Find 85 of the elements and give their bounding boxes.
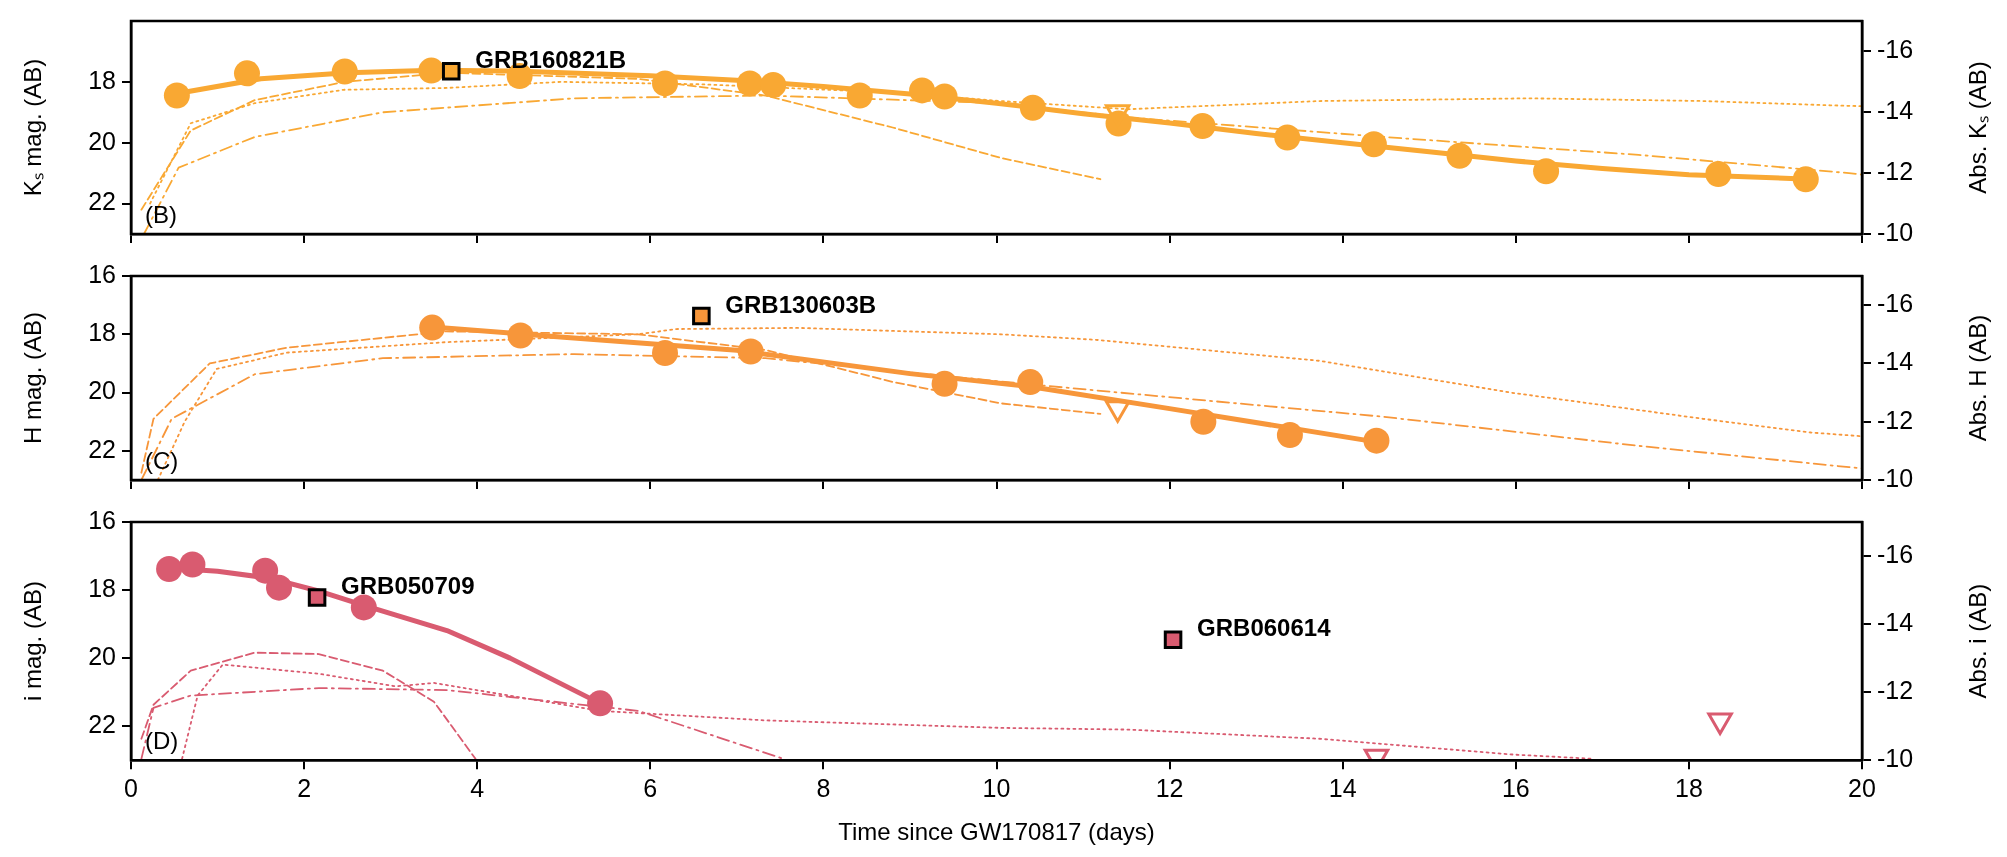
y2-tick-label: -14 bbox=[1877, 607, 1914, 636]
point bbox=[1190, 408, 1217, 435]
y-tick-label: 20 bbox=[88, 126, 116, 155]
y2-tick-label: -10 bbox=[1877, 217, 1914, 246]
point bbox=[156, 555, 183, 582]
x-tick-label: 14 bbox=[1328, 774, 1357, 803]
annotation: GRB060614 bbox=[1197, 614, 1332, 642]
x-tick-label: 6 bbox=[643, 774, 658, 803]
point bbox=[1533, 158, 1560, 185]
point bbox=[266, 574, 292, 601]
annotation: GRB050709 bbox=[341, 572, 475, 600]
x-tick-label: 2 bbox=[297, 774, 312, 803]
x-tick-label: 12 bbox=[1155, 774, 1184, 803]
y2-tick-label: -14 bbox=[1877, 96, 1914, 125]
annotation: (C) bbox=[145, 446, 179, 474]
y-axis-title: i mag. (AB) bbox=[18, 581, 46, 702]
x-tick-label: 18 bbox=[1674, 774, 1703, 803]
point bbox=[931, 83, 958, 110]
annotation: (B) bbox=[145, 200, 177, 228]
y-tick-label: 18 bbox=[88, 573, 116, 602]
y-axis-title: Kₛ mag. (AB) bbox=[18, 58, 46, 197]
point bbox=[350, 594, 377, 621]
point bbox=[1705, 161, 1732, 188]
point bbox=[1019, 94, 1046, 121]
point bbox=[1189, 112, 1216, 139]
point bbox=[909, 77, 936, 104]
point bbox=[507, 322, 534, 349]
point bbox=[692, 306, 711, 326]
y2-axis-title: Abs. Kₛ (AB) bbox=[1963, 61, 1991, 194]
y-tick-label: 22 bbox=[88, 710, 116, 739]
point bbox=[587, 690, 614, 717]
point bbox=[1363, 427, 1390, 454]
point bbox=[760, 71, 787, 98]
y2-tick-label: -12 bbox=[1877, 157, 1914, 186]
y2-tick-label: -12 bbox=[1877, 405, 1914, 434]
x-tick-label: 10 bbox=[982, 774, 1011, 803]
point bbox=[441, 61, 461, 81]
point bbox=[418, 57, 445, 84]
y2-axis-title: Abs. i (AB) bbox=[1963, 583, 1991, 699]
point bbox=[1360, 131, 1387, 158]
point bbox=[931, 370, 958, 397]
point bbox=[1446, 142, 1473, 169]
point bbox=[846, 82, 873, 109]
point bbox=[233, 60, 260, 87]
y-axis-title: H mag. (AB) bbox=[18, 311, 46, 445]
point bbox=[736, 70, 763, 97]
point bbox=[652, 70, 679, 97]
point bbox=[652, 339, 679, 366]
point bbox=[163, 82, 190, 109]
point bbox=[1163, 630, 1183, 650]
annotation: (D) bbox=[145, 726, 179, 754]
y-tick-label: 20 bbox=[88, 376, 116, 405]
y2-tick-label: -16 bbox=[1877, 539, 1914, 568]
y2-tick-label: -16 bbox=[1877, 289, 1914, 318]
y2-axis-title: Abs. H (AB) bbox=[1963, 314, 1991, 442]
y-tick-label: 16 bbox=[88, 505, 116, 534]
point bbox=[1274, 124, 1301, 151]
x-tick-label: 0 bbox=[124, 774, 138, 803]
y-tick-label: 18 bbox=[88, 65, 116, 94]
y-tick-label: 18 bbox=[88, 318, 116, 347]
y-tick-label: 22 bbox=[88, 434, 116, 463]
point bbox=[179, 551, 206, 578]
point bbox=[1792, 166, 1819, 193]
y2-tick-label: -10 bbox=[1877, 744, 1914, 773]
x-tick-label: 20 bbox=[1848, 774, 1876, 803]
annotation: GRB130603B bbox=[725, 290, 877, 318]
point bbox=[252, 557, 279, 584]
point bbox=[307, 588, 327, 607]
y-tick-label: 22 bbox=[88, 187, 116, 216]
point bbox=[737, 338, 764, 365]
annotation: GRB160821B bbox=[475, 45, 626, 73]
y2-tick-label: -10 bbox=[1877, 463, 1914, 492]
x-tick-label: 16 bbox=[1501, 774, 1530, 803]
x-axis-title: Time since GW170817 (days) bbox=[838, 818, 1155, 846]
y2-tick-label: -14 bbox=[1877, 347, 1914, 376]
point bbox=[1276, 422, 1303, 449]
y2-tick-label: -12 bbox=[1877, 676, 1914, 705]
y-tick-label: 20 bbox=[88, 642, 116, 670]
x-tick-label: 8 bbox=[816, 774, 831, 803]
point bbox=[1017, 369, 1044, 396]
point bbox=[331, 58, 358, 85]
y2-tick-label: -16 bbox=[1877, 35, 1914, 64]
x-tick-label: 4 bbox=[470, 774, 485, 803]
y-tick-label: 16 bbox=[88, 259, 116, 288]
point bbox=[419, 314, 446, 341]
